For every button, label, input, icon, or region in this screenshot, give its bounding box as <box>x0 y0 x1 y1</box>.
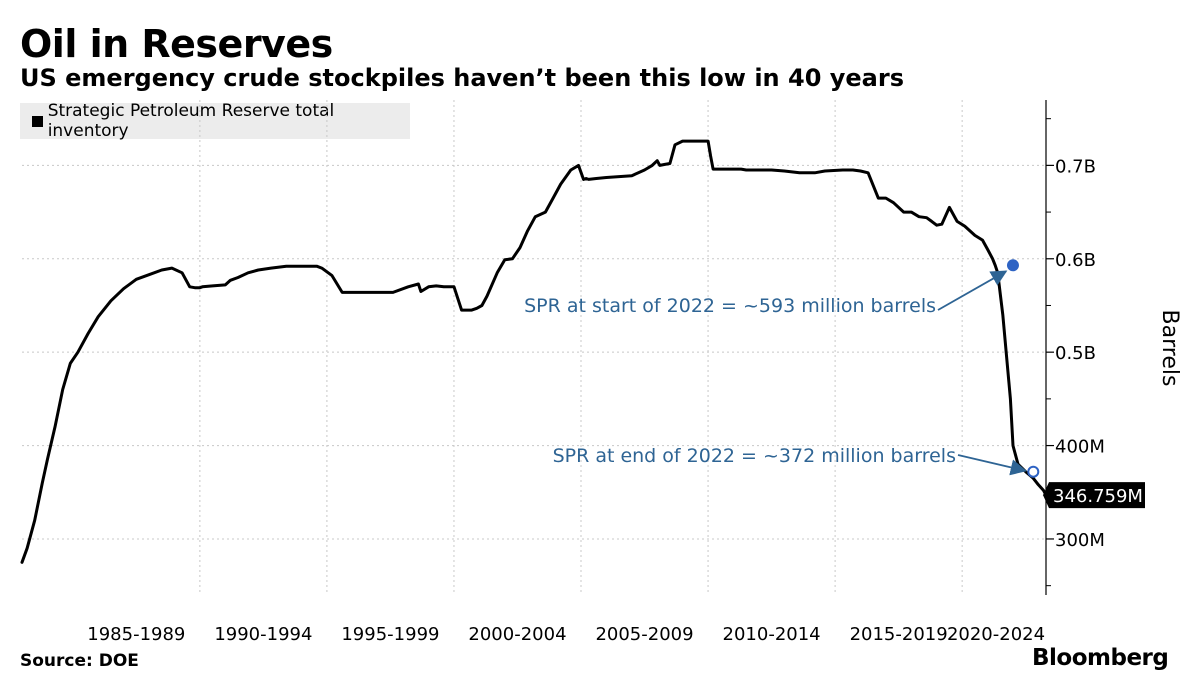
grid-lines <box>22 100 1046 595</box>
source-note: Source: DOE <box>20 651 139 671</box>
y-axis-title: Barrels <box>1157 310 1182 387</box>
last-value-label: 346.759M <box>1053 486 1143 507</box>
x-tick-label: 2010-2014 <box>723 624 821 645</box>
x-tick-label: 1990-1994 <box>214 624 312 645</box>
x-tick-label: 2000-2004 <box>468 624 566 645</box>
y-axis: 300M 400M 0.5B 0.6B 0.7B <box>1045 100 1105 595</box>
marker-end-2022 <box>1027 465 1040 478</box>
chart-title: Oil in Reserves <box>20 22 333 66</box>
annotation-start-arrow <box>937 270 1008 311</box>
brand-logo: Bloomberg <box>1032 645 1169 671</box>
annotation-start-2022: SPR at start of 2022 = ~593 million barr… <box>524 295 936 317</box>
series-line-spr <box>20 139 1048 564</box>
legend-swatch-icon <box>32 115 43 127</box>
annotations: SPR at start of 2022 = ~593 million barr… <box>524 259 1040 478</box>
y-tick-label: 0.7B <box>1055 156 1096 177</box>
y-tick-label: 300M <box>1055 530 1105 551</box>
chart-legend: Strategic Petroleum Reserve total invent… <box>20 101 410 141</box>
annotation-end-2022: SPR at end of 2022 = ~372 million barrel… <box>553 445 956 467</box>
marker-start-2022 <box>1006 259 1019 272</box>
y-tick-label: 0.5B <box>1055 343 1096 364</box>
x-tick-label: 2020-2024 <box>947 624 1045 645</box>
x-tick-label: 1995-1999 <box>341 624 439 645</box>
last-value-badge-bg <box>1043 482 1145 509</box>
y-tick-label: 400M <box>1055 437 1105 458</box>
annotation-end-arrow <box>957 454 1027 476</box>
x-axis: 1985-1989 1990-1994 1995-1999 2000-2004 2005… <box>87 624 1045 645</box>
x-tick-label: 2005-2009 <box>595 624 693 645</box>
chart-subtitle: US emergency crude stockpiles haven’t be… <box>20 64 904 92</box>
legend-label: Strategic Petroleum Reserve total invent… <box>47 101 335 141</box>
x-tick-label: 2015-2019 <box>850 624 948 645</box>
last-value-badge: 346.759M <box>1043 482 1145 509</box>
x-tick-label: 1985-1989 <box>87 624 185 645</box>
y-tick-label: 0.6B <box>1055 250 1096 271</box>
